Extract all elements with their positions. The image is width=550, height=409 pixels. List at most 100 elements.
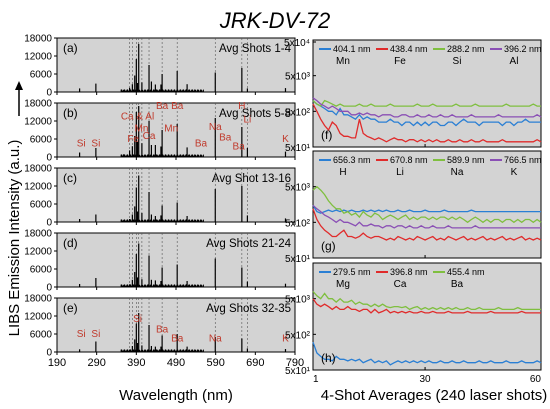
- x-tick-label: 190: [48, 357, 66, 369]
- element-label: Ba: [219, 133, 232, 144]
- spectrum-panel-d: 0 6000 12000 18000 (d) Avg Shots 21-24: [24, 229, 296, 294]
- timeseries-panel-f: 5x10¹ 5x10² 5x10³ 5x10⁴ 404.1 nm Mn 438.4 nm Fe…: [284, 38, 542, 154]
- x-tick-label: 30: [420, 374, 432, 385]
- spectrum-panel-b: 0 6000 12000 18000 (b) Avg Shots 5-8 Si Si Ca & …: [24, 99, 296, 164]
- element-label: Ba: [171, 334, 184, 345]
- legend-wavelength: 670.8 nm: [390, 155, 428, 165]
- y-tick-label: 18000: [24, 99, 52, 110]
- x-tick-label: 60: [530, 374, 542, 385]
- arrow-up-icon: [15, 81, 23, 116]
- legend-element: Mn: [336, 56, 350, 67]
- y-tick-label: 0: [46, 218, 52, 229]
- y-tick-label: 18000: [24, 294, 52, 305]
- left-y-axis-label: LIBS Emission Intensity (a.u.): [6, 140, 23, 337]
- y-tick-label: 12000: [24, 182, 52, 193]
- legend-wavelength: 288.2 nm: [447, 44, 485, 54]
- right-x-axis-label: 4-Shot Averages (240 laser shots): [321, 387, 548, 404]
- y-tick-label: 12000: [24, 312, 52, 323]
- panel-title: Avg Shot 13-16: [212, 173, 291, 185]
- element-label: Mn: [164, 124, 178, 135]
- legend-wavelength: 279.5 nm: [333, 267, 371, 277]
- legend-element: K: [511, 167, 518, 178]
- series-line-fe: [312, 103, 542, 143]
- legend-element: Mg: [336, 279, 350, 290]
- panel-label: (f): [321, 128, 332, 142]
- panel-label: (b): [63, 106, 78, 120]
- y-tick-label: 12000: [24, 117, 52, 128]
- series-line-al: [312, 97, 542, 118]
- series-line-na: [312, 185, 542, 224]
- legend-wavelength: 766.5 nm: [504, 155, 542, 165]
- panel-background: [312, 150, 542, 259]
- left-x-axis-label: Wavelength (nm): [119, 387, 233, 404]
- element-label: Ba: [195, 139, 208, 150]
- legend-element: Ca: [394, 279, 407, 290]
- panel-label: (c): [63, 171, 77, 185]
- series-line-ca: [312, 298, 541, 314]
- spectrum-panel-a: 0 6000 12000 18000 (a) Avg Shots 1-4: [24, 34, 296, 99]
- panel-title: Avg Shots 5-8: [219, 108, 291, 120]
- panel-label: (h): [321, 351, 336, 365]
- element-label: Ca & Al: [121, 112, 154, 123]
- y-tick-label: 5x10³: [285, 295, 311, 306]
- element-label: Si: [91, 329, 100, 340]
- panel-title: Avg Shots 21-24: [206, 238, 291, 250]
- element-label: Ba: [156, 101, 169, 112]
- series-line-mn: [312, 100, 541, 127]
- element-label: Ba: [156, 325, 169, 336]
- y-tick-label: 6000: [30, 200, 53, 211]
- element-label: Ca: [143, 131, 156, 142]
- panel-title: Avg Shots 1-4: [219, 43, 292, 55]
- legend-wavelength: 438.4 nm: [390, 44, 428, 54]
- element-label: Si: [77, 329, 86, 340]
- element-label: Si: [77, 139, 86, 150]
- element-label: K: [282, 334, 289, 345]
- spectra-panels: 0 6000 12000 18000 (a) Avg Shots 1-4 0 6000 1200…: [24, 34, 304, 370]
- element-label: Ba: [171, 101, 184, 112]
- element-label: Si: [91, 139, 100, 150]
- y-tick-label: 6000: [30, 70, 53, 81]
- spectrum-panel-c: 0 6000 12000 18000 (c) Avg Shot 13-16: [24, 164, 296, 229]
- legend-wavelength: 396.2 nm: [504, 44, 542, 54]
- y-tick-label: 0: [46, 348, 52, 359]
- panel-label: (g): [321, 239, 336, 253]
- y-tick-label: 12000: [24, 247, 52, 258]
- y-tick-label: 5x10¹: [285, 366, 311, 377]
- y-tick-label: 5x10³: [285, 72, 311, 83]
- panel-background: [56, 102, 296, 158]
- element-label: Mn: [135, 124, 149, 135]
- y-tick-label: 5x10¹: [285, 143, 311, 154]
- panel-background: [312, 39, 542, 148]
- y-tick-label: 5x10²: [285, 107, 311, 118]
- element-label: Li: [244, 115, 252, 126]
- x-tick-label: 1: [313, 374, 319, 385]
- legend-element: Si: [453, 56, 462, 67]
- panel-label: (e): [63, 301, 78, 315]
- series-line-mg: [312, 341, 542, 366]
- series-line-ba: [312, 290, 541, 311]
- element-label: Si: [133, 314, 142, 325]
- figure-title: JRK-DV-72: [219, 8, 330, 33]
- element-label: Na: [209, 122, 222, 133]
- legend-wavelength: 404.1 nm: [333, 44, 371, 54]
- x-tick-label: 790: [286, 357, 304, 369]
- legend-element: H: [339, 167, 346, 178]
- spectrum-panel-e: 0 6000 12000 18000 (e) Avg Shots 32-35 Si Si Si B…: [24, 294, 296, 359]
- panel-label: (a): [63, 41, 78, 55]
- y-tick-label: 6000: [30, 330, 53, 341]
- legend-wavelength: 656.3 nm: [333, 155, 371, 165]
- x-tick-label: 690: [246, 357, 264, 369]
- timeseries-panel-g: 5x10¹ 5x10² 5x10³ 656.3 nm H 670.8 nm Li 589.9 …: [285, 150, 542, 265]
- panel-background: [56, 297, 296, 353]
- panel-background: [56, 167, 296, 223]
- panel-title: Avg Shots 32-35: [206, 303, 291, 315]
- y-tick-label: 5x10²: [285, 218, 311, 229]
- series-line-h: [312, 204, 541, 214]
- y-tick-label: 18000: [24, 34, 52, 45]
- y-tick-label: 6000: [30, 265, 53, 276]
- legend-wavelength: 396.8 nm: [390, 267, 428, 277]
- legend-wavelength: 455.4 nm: [447, 267, 485, 277]
- y-tick-label: 6000: [30, 135, 53, 146]
- x-tick-label: 390: [127, 357, 145, 369]
- y-tick-label: 5x10⁴: [284, 38, 310, 49]
